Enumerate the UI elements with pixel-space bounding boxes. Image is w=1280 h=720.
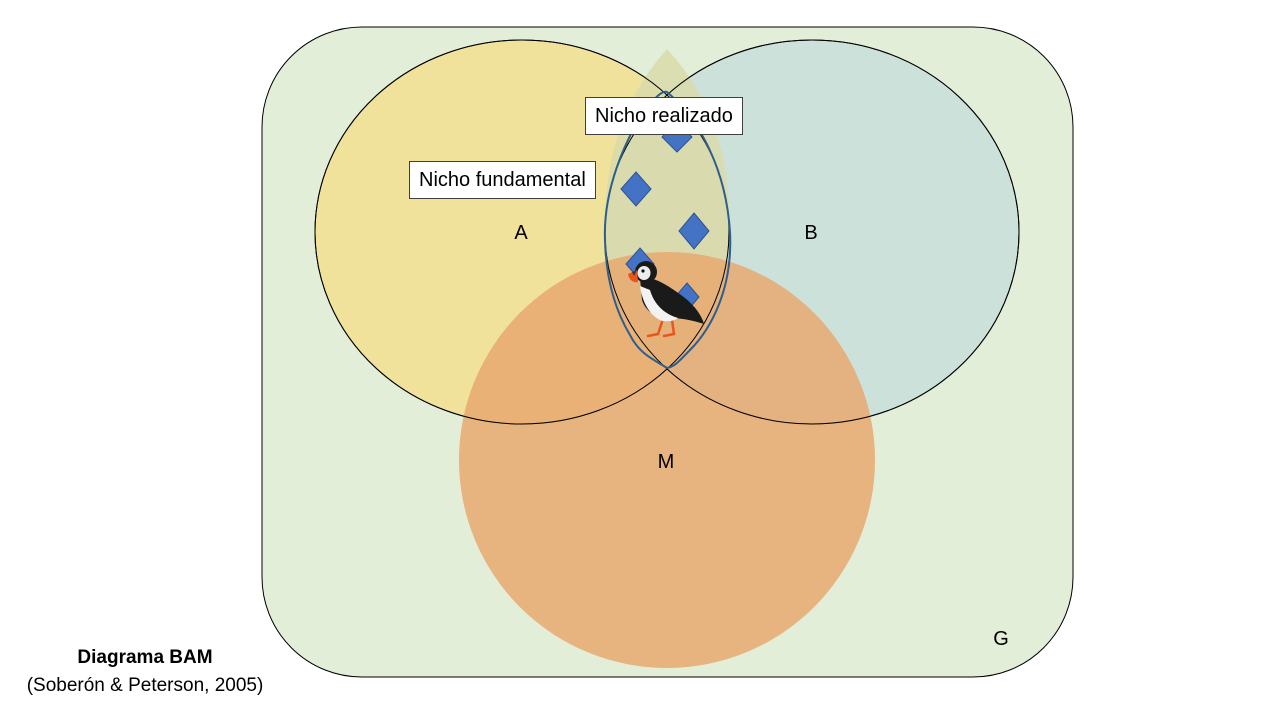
- realized-niche-label: Nicho realizado: [595, 105, 733, 127]
- occurrence-diamond-marker: [678, 212, 710, 250]
- caption-title: Diagrama BAM: [77, 647, 213, 668]
- set-a-label: A: [514, 222, 528, 244]
- puffin-icon: [628, 261, 704, 338]
- set-g-label: G: [993, 628, 1009, 650]
- set-b-label: B: [804, 222, 817, 244]
- fundamental-niche-label: Nicho fundamental: [419, 169, 586, 191]
- occurrence-diamond-marker: [620, 171, 652, 207]
- diagram-caption: Diagrama BAM (Soberón & Peterson, 2005): [0, 644, 290, 700]
- fundamental-niche-callout: Nicho fundamental: [409, 161, 596, 199]
- niche-boundary-outline: [603, 90, 732, 370]
- set-m-circle: [459, 252, 875, 668]
- realized-niche-callout: Nicho realizado: [585, 97, 743, 135]
- caption-citation: (Soberón & Peterson, 2005): [26, 675, 264, 696]
- set-m-label: M: [658, 451, 675, 473]
